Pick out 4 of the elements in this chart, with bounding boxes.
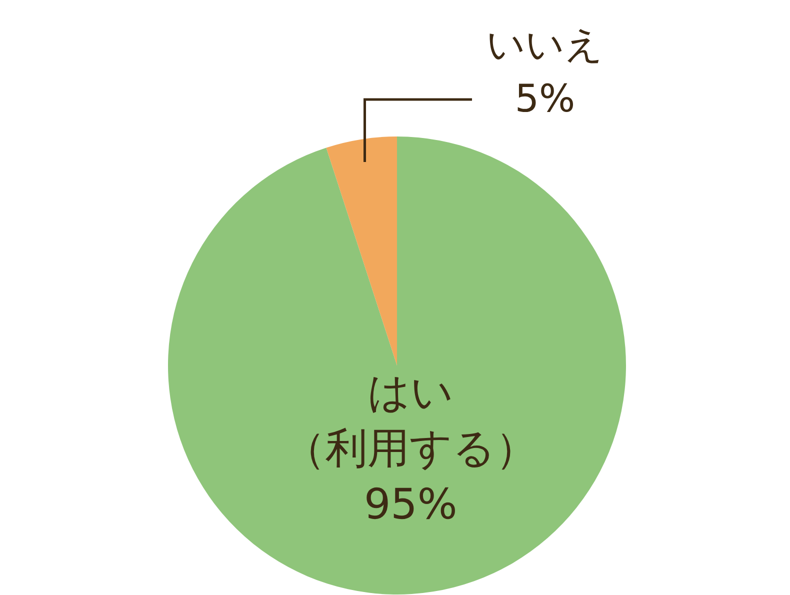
slice-label: いいえ: [486, 22, 604, 66]
data-label: 95%: [364, 479, 458, 528]
slice-label: はい（利用する）: [284, 367, 538, 472]
data-label: 5%: [514, 76, 576, 120]
